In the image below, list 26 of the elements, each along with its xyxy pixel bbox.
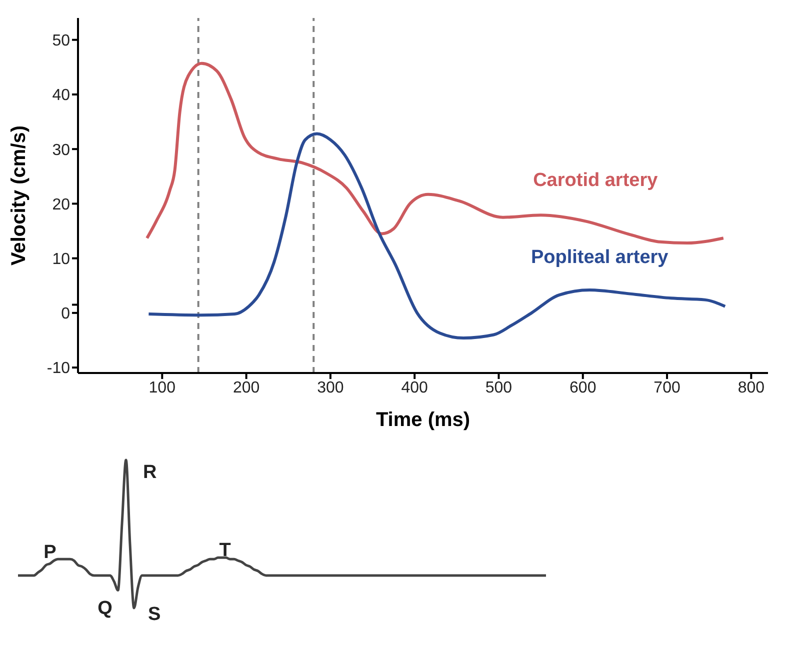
x-axis-title: Time (ms) — [376, 409, 470, 431]
y-tick-label: 0 — [61, 306, 70, 323]
y-tick-label: 20 — [52, 196, 70, 214]
x-tick-label: 500 — [485, 379, 512, 396]
line-series — [146, 62, 725, 245]
x-tick-label: 100 — [148, 379, 176, 396]
annotation: Q — [98, 598, 112, 619]
x-tick-label: 800 — [738, 379, 765, 396]
y-tick-label: 30 — [52, 142, 70, 159]
y-tick-label: 40 — [52, 87, 70, 104]
x-tick-label: 300 — [317, 379, 344, 396]
y-tick-label: 50 — [52, 32, 70, 50]
annotation: P — [44, 542, 57, 563]
x-tick-label: 400 — [401, 379, 428, 396]
x-tick-label: 200 — [232, 379, 260, 396]
x-tick-label: 700 — [654, 379, 680, 396]
series-label: Popliteal artery — [530, 247, 670, 270]
annotation: S — [148, 604, 161, 625]
annotation: R — [143, 462, 157, 483]
y-tick-label: 10 — [52, 250, 70, 268]
annotation: T — [219, 540, 232, 561]
series-label: Carotid artery — [532, 170, 659, 192]
line-series — [147, 132, 727, 340]
y-axis-title: Velocity (cm/s) — [8, 125, 30, 266]
x-tick-label: 600 — [570, 379, 596, 396]
y-tick-label: -10 — [46, 360, 70, 378]
